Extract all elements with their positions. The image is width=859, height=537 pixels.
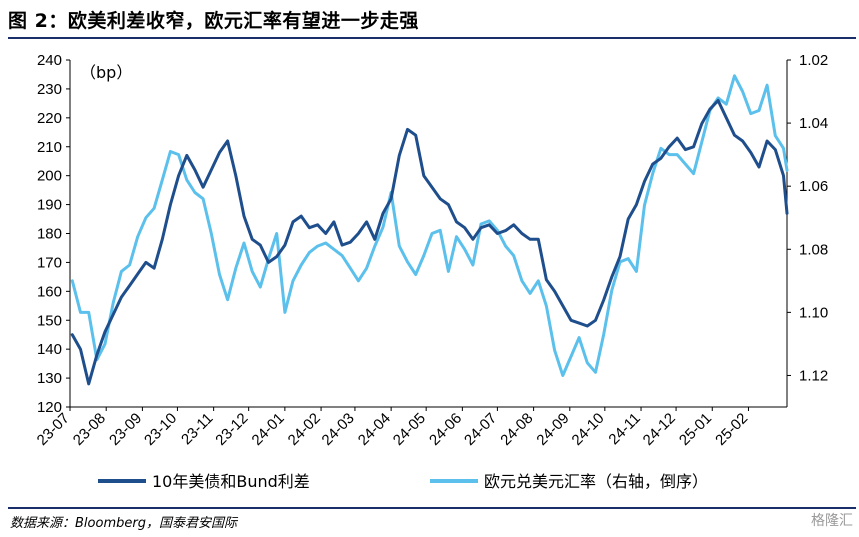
x-tick-label: 24-03	[319, 410, 358, 449]
chart-series	[70, 74, 789, 386]
left-tick-label: 170	[37, 254, 62, 271]
x-tick-label: 23-09	[106, 410, 145, 449]
x-tick-label: 24-05	[390, 410, 429, 449]
figure-title: 图 2：欧美利差收窄，欧元汇率有望进一步走强	[8, 10, 419, 32]
x-tick-label: 24-09	[533, 410, 572, 449]
left-tick-label: 200	[37, 168, 62, 185]
x-tick-label: 25-02	[712, 410, 751, 449]
x-tick-label: 23-12	[212, 410, 251, 449]
left-axis-unit-label: （bp）	[80, 63, 132, 82]
right-tick-label: 1.08	[799, 241, 828, 258]
x-tick-label: 24-06	[426, 410, 465, 449]
legend-item-eurusd-label: 欧元兑美元汇率（右轴，倒序）	[484, 472, 708, 491]
left-tick-label: 180	[37, 226, 62, 243]
left-tick-label: 150	[37, 312, 62, 329]
spread-series-line	[70, 99, 789, 386]
left-tick-label: 190	[37, 197, 62, 214]
x-tick-label: 24-01	[249, 410, 288, 449]
x-tick-label: 25-01	[676, 410, 715, 449]
left-tick-label: 230	[37, 81, 62, 98]
x-tick-label: 24-10	[569, 410, 608, 449]
watermark-logo: 格隆汇	[811, 513, 853, 529]
source-note: 数据来源：Bloomberg，国泰君安国际	[10, 516, 237, 531]
x-tick-label: 24-08	[497, 410, 536, 449]
right-tick-label: 1.10	[799, 304, 828, 321]
left-tick-label: 220	[37, 110, 62, 127]
right-tick-label: 1.06	[799, 178, 828, 195]
x-tick-label: 24-02	[285, 410, 324, 449]
right-tick-label: 1.12	[799, 367, 828, 384]
right-tick-label: 1.02	[799, 52, 828, 69]
x-tick-label: 24-11	[605, 410, 643, 448]
left-tick-label: 120	[37, 399, 62, 416]
chart-legend: 10年美债和Bund利差 欧元兑美元汇率（右轴，倒序）	[98, 472, 708, 491]
left-tick-label: 240	[37, 52, 62, 69]
x-tick-label: 24-12	[640, 410, 679, 449]
legend-item-spread-label: 10年美债和Bund利差	[152, 472, 310, 491]
x-tick-label: 24-04	[355, 410, 394, 449]
right-tick-label: 1.04	[799, 115, 828, 132]
left-tick-label: 210	[37, 139, 62, 156]
x-tick-label: 23-08	[70, 410, 109, 449]
header-rule	[8, 37, 856, 39]
eurusd-series-line	[70, 74, 789, 377]
left-tick-label: 130	[37, 370, 62, 387]
x-tick-label: 23-10	[141, 410, 180, 449]
left-tick-label: 140	[37, 341, 62, 358]
left-tick-label: 160	[37, 283, 62, 300]
x-tick-label: 23-11	[178, 410, 216, 448]
footer-rule	[8, 507, 856, 509]
x-tick-label: 24-07	[461, 410, 500, 449]
